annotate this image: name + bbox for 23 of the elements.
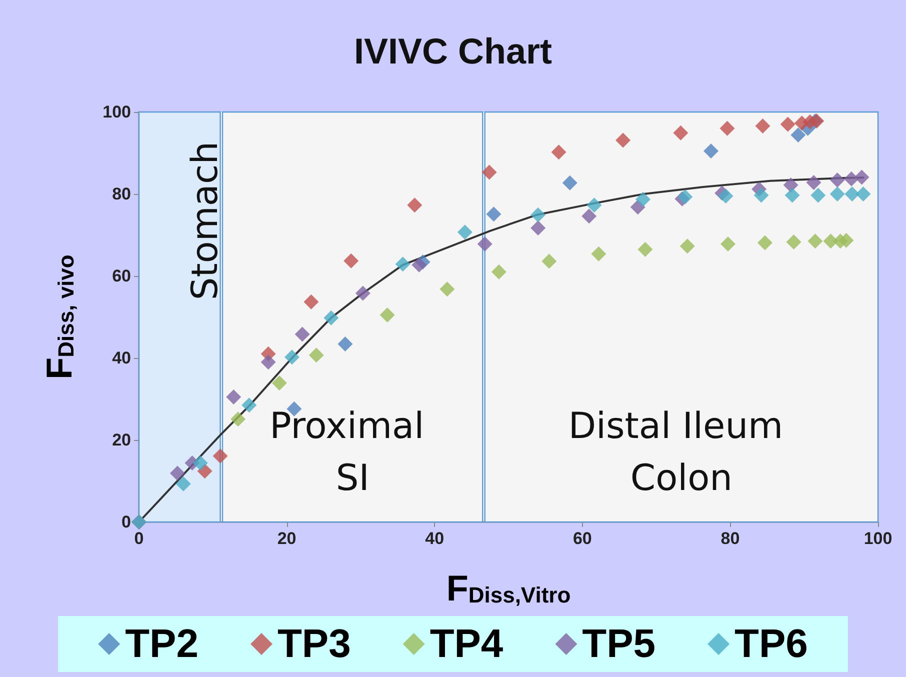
x-tick-label: 80 (720, 529, 740, 548)
y-tick-label: 0 (122, 512, 131, 532)
legend-label: TP4 (430, 622, 504, 666)
legend-label: TP2 (125, 622, 198, 666)
legend-label: TP5 (582, 622, 656, 666)
y-tick-label: 100 (102, 102, 131, 122)
y-tick-label: 60 (112, 266, 131, 286)
chart-title: IVIVC Chart (354, 30, 552, 72)
y-tick-label: 40 (112, 348, 131, 368)
band-label: Distal Ileum Colon (568, 406, 795, 500)
y-axis-title: FDiss, vivo (38, 254, 80, 380)
x-tick-label: 100 (864, 529, 892, 548)
y-tick-label: 80 (112, 184, 131, 204)
x-tick-label: 0 (134, 529, 144, 548)
legend-label: TP6 (734, 622, 808, 666)
band-label: Stomach (185, 141, 226, 300)
y-tick-label: 20 (112, 430, 131, 450)
x-tick-label: 40 (425, 529, 444, 548)
band-label: Proximal SI (270, 406, 436, 500)
legend-label: TP3 (277, 622, 351, 666)
x-tick-label: 20 (277, 529, 296, 548)
x-tick-label: 60 (572, 529, 592, 548)
x-axis-title: FDiss,Vitro (446, 568, 571, 608)
